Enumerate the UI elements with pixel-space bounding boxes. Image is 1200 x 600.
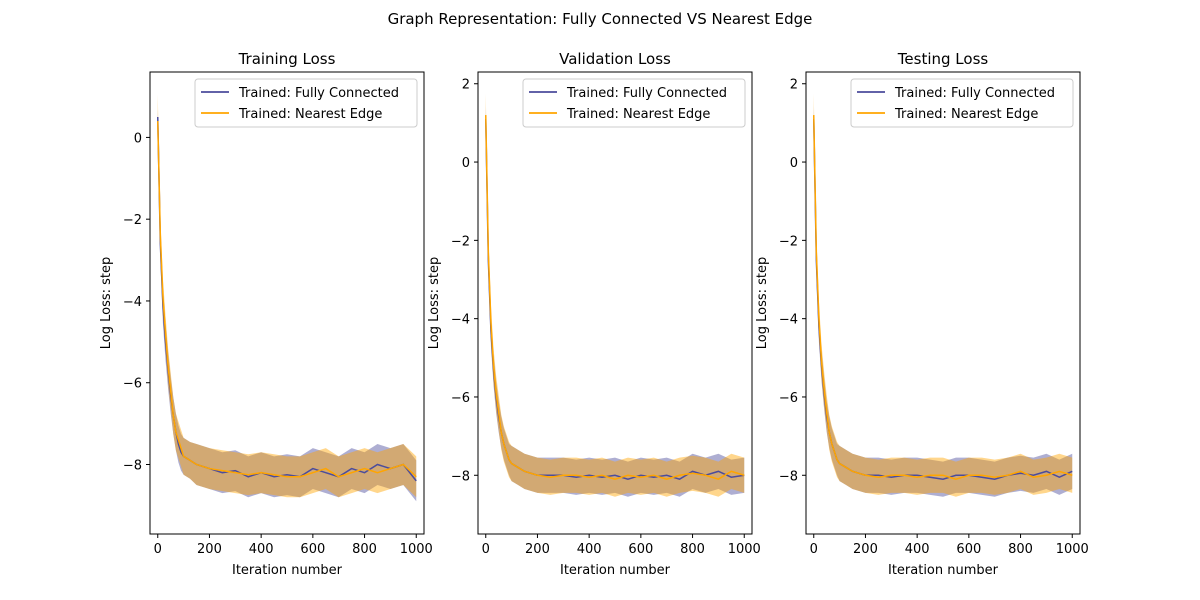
x-tick-label: 200 — [197, 542, 222, 557]
x-tick-label: 1000 — [728, 542, 761, 557]
series-band-2 — [813, 93, 1073, 497]
series-line-2 — [157, 121, 417, 478]
legend-label-2: Trained: Nearest Edge — [566, 107, 710, 122]
plot-area — [157, 94, 417, 502]
figure-title: Graph Representation: Fully Connected VS… — [388, 10, 813, 28]
y-tick-label: −2 — [779, 234, 798, 249]
x-tick-label: 1000 — [1056, 542, 1089, 557]
plot-area — [485, 93, 745, 497]
x-tick-label: 600 — [300, 542, 325, 557]
chart-title: Testing Loss — [897, 50, 989, 68]
y-tick-label: −8 — [123, 458, 142, 473]
series-band-2 — [157, 94, 417, 498]
y-tick-label: −6 — [451, 391, 470, 406]
x-tick-label: 200 — [853, 542, 878, 557]
legend-label-1: Trained: Fully Connected — [566, 86, 727, 101]
y-tick-label: 0 — [790, 156, 798, 171]
legend: Trained: Fully Connected Trained: Nearest… — [522, 78, 746, 128]
x-tick-label: 0 — [154, 542, 162, 557]
axes-frame — [149, 71, 425, 535]
series-line-1 — [813, 118, 1073, 480]
y-tick-label: −2 — [123, 213, 142, 228]
y-tick-label: 0 — [134, 131, 142, 146]
series-line-2 — [485, 115, 745, 481]
plot-area — [813, 93, 1073, 497]
y-tick-label: 0 — [462, 156, 470, 171]
y-tick-label: −6 — [779, 391, 798, 406]
x-tick-label: 800 — [1008, 542, 1033, 557]
series-band-2 — [485, 93, 745, 497]
y-tick-label: −8 — [779, 469, 798, 484]
legend-label-1: Trained: Fully Connected — [894, 86, 1055, 101]
y-tick-label: −4 — [451, 313, 470, 328]
series-band-1 — [157, 108, 417, 502]
series-line-1 — [157, 116, 417, 482]
series-line-1 — [485, 118, 745, 481]
legend-label-1: Trained: Fully Connected — [238, 86, 399, 101]
legend-box — [850, 78, 1074, 128]
series-line-2 — [813, 115, 1073, 480]
axes-frame — [477, 71, 753, 535]
x-tick-label: 600 — [956, 542, 981, 557]
y-tick-label: −4 — [779, 313, 798, 328]
x-tick-label: 400 — [577, 542, 602, 557]
x-tick-label: 0 — [482, 542, 490, 557]
series-band-1 — [813, 107, 1073, 497]
chart-title: Training Loss — [238, 50, 336, 68]
y-tick-label: −2 — [451, 234, 470, 249]
chart-panel-2: 0 200 400 600 800 1000 2 0 −2 −4 −6 −8 Validation Lo… — [427, 50, 761, 578]
y-tick-label: −6 — [123, 377, 142, 392]
series-band-1 — [485, 107, 745, 497]
y-tick-label: 2 — [790, 78, 798, 93]
x-tick-label: 1000 — [400, 542, 433, 557]
legend-box — [522, 78, 746, 128]
x-tick-label: 400 — [905, 542, 930, 557]
legend: Trained: Fully Connected Trained: Nearest… — [194, 78, 418, 128]
legend-box — [194, 78, 418, 128]
y-axis-label: Log Loss: step — [755, 257, 770, 350]
legend: Trained: Fully Connected Trained: Nearest… — [850, 78, 1074, 128]
x-tick-label: 600 — [628, 542, 653, 557]
x-axis-label: Iteration number — [232, 563, 343, 578]
axes-frame — [805, 71, 1081, 535]
x-tick-label: 800 — [680, 542, 705, 557]
y-tick-label: −4 — [123, 295, 142, 310]
y-axis-label: Log Loss: step — [99, 257, 114, 350]
y-tick-label: 2 — [462, 78, 470, 93]
x-tick-label: 400 — [249, 542, 274, 557]
x-axis-label: Iteration number — [888, 563, 999, 578]
chart-title: Validation Loss — [559, 50, 671, 68]
x-tick-label: 200 — [525, 542, 550, 557]
chart-panel-1: 0 200 400 600 800 1000 0 −2 −4 −6 −8 Training Loss I… — [99, 50, 433, 578]
y-tick-label: −8 — [451, 469, 470, 484]
x-tick-label: 800 — [352, 542, 377, 557]
legend-label-2: Trained: Nearest Edge — [894, 107, 1038, 122]
y-axis-label: Log Loss: step — [427, 257, 442, 350]
x-tick-label: 0 — [810, 542, 818, 557]
legend-label-2: Trained: Nearest Edge — [238, 107, 382, 122]
x-axis-label: Iteration number — [560, 563, 671, 578]
chart-panel-3: 0 200 400 600 800 1000 2 0 −2 −4 −6 −8 Testing Loss I… — [755, 50, 1089, 578]
